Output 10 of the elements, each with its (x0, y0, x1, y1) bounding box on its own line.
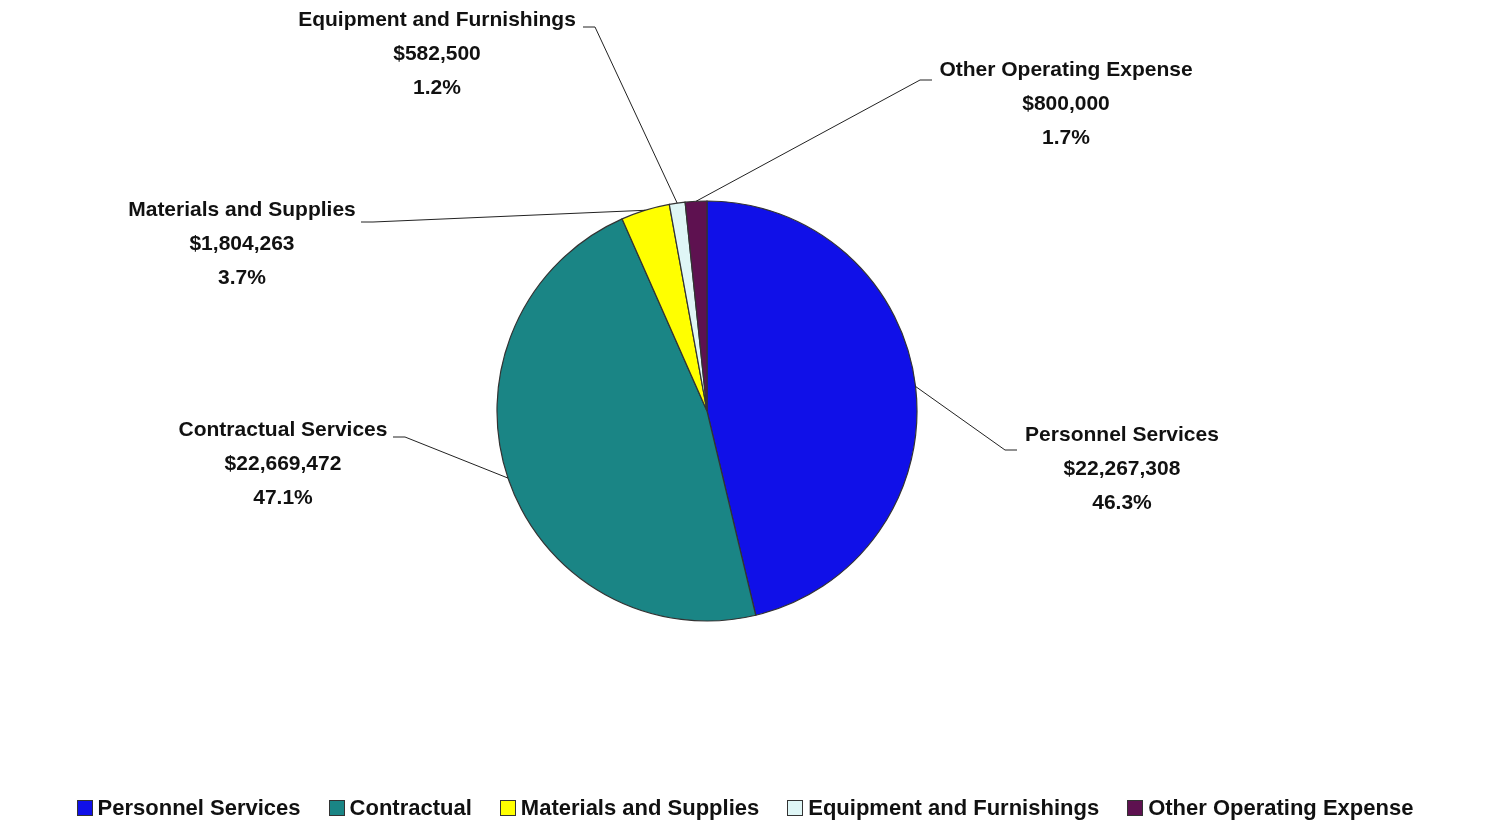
legend-label: Materials and Supplies (520, 795, 760, 821)
legend-label: Equipment and Furnishings (808, 795, 1100, 821)
legend-label: Personnel Services (97, 795, 301, 821)
legend-label: Contractual (349, 795, 472, 821)
data-label: Materials and Supplies $1,804,263 3.7% (128, 197, 356, 288)
legend-label: Other Operating Expense (1148, 795, 1414, 821)
data-label: Equipment and Furnishings $582,500 1.2% (298, 7, 576, 98)
data-label: Other Operating Expense $800,000 1.7% (939, 57, 1193, 148)
data-label: Contractual Services $22,669,472 47.1% (178, 417, 388, 508)
data-label: Personnel Services $22,267,308 46.3% (1025, 422, 1219, 513)
